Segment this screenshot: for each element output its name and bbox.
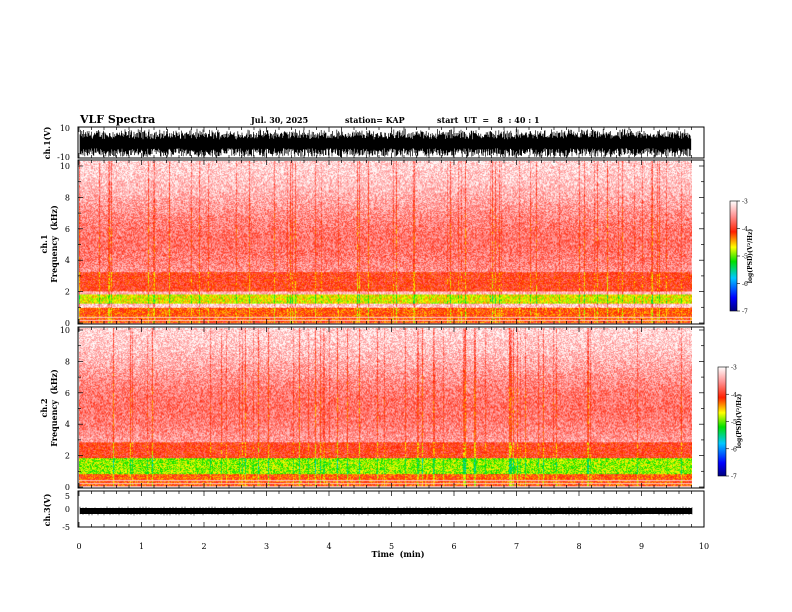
ch1-colorbar-tick-label: -3 [742, 199, 748, 206]
ch3-ytick-bottom: -5 [62, 523, 70, 532]
x-tick-label: 4 [326, 542, 331, 551]
ch2-spectrogram-ytick-label: 6 [65, 389, 70, 398]
ch2-spectrogram-ytick-label: 8 [65, 357, 70, 366]
station-label: station= KAP [345, 115, 405, 125]
ch1-colorbar-tick-label: -7 [742, 309, 748, 316]
ch1-waveform-frame [77, 126, 705, 159]
ch3-ytick-mid: 0 [65, 505, 70, 514]
ch3-waveform-panel: 5 0 -5 ch.3(V) [42, 490, 705, 532]
ch2-colorbar-tick-label: -4 [731, 392, 737, 399]
ch1-spectrogram-frame [77, 159, 705, 325]
ch1-colorbar: -3 -4 -5 -6 -7 log(PSD)(V²/Hz) [729, 199, 754, 316]
ch2-spectrogram-frame [77, 326, 705, 489]
ch2-colorbar-tick-label: -3 [731, 365, 737, 372]
ch2-colorbar-tick-label: -6 [731, 446, 737, 453]
ch1-spectrogram-image [79, 161, 692, 324]
ch1-spectrogram-ytick-labels: 0 2 4 6 8 10 [60, 162, 70, 328]
ch1-waveform-trace [79, 128, 692, 157]
ch1-colorbar-tick-label: -6 [742, 281, 748, 288]
ch2-spectrogram-ticks [78, 327, 705, 488]
x-tick-label: 9 [639, 542, 644, 551]
ch2-spectrogram-ytick-label: 2 [65, 452, 70, 461]
ch2-spectrogram-ytick-label: 4 [65, 420, 70, 429]
x-tick-label: 3 [264, 542, 269, 551]
ch2-colorbar-tick-label: -5 [731, 419, 737, 426]
ch3-waveform-ticks [78, 491, 705, 527]
ch2-colorbar-ticks: -3 -4 -5 -6 -7 [726, 365, 737, 481]
ch2-colorbar-gradient [717, 366, 727, 477]
ch1-waveform-ticks [78, 127, 705, 158]
ch2-spectrogram-panel: 0 2 4 6 8 10 ch.2 Frequency (kHz) [39, 326, 705, 492]
ch1-ytick-top: 10 [60, 124, 70, 133]
ch1-waveform-line [79, 128, 692, 157]
ch3-waveform-frame [77, 490, 705, 528]
ch1-spectrogram-panel: 0 2 4 6 8 10 ch.1 Frequency (kHz) [39, 159, 705, 328]
ch1-spectrogram-ylabel-channel: ch.1 [39, 234, 49, 253]
x-tick-label: 10 [699, 542, 709, 551]
ch1-colorbar-tick-label: -5 [742, 254, 748, 261]
ch2-spectrogram-ylabel-channel: ch.2 [39, 398, 49, 417]
ch2-spectrogram-ylabel-freq: Frequency (kHz) [49, 369, 59, 447]
date-label: Jul. 30, 2025 [250, 115, 308, 125]
ch2-spectrogram-ytick-label: 0 [65, 483, 70, 492]
ch2-spectrogram-ytick-labels: 0 2 4 6 8 10 [60, 326, 70, 492]
ch2-spectrogram-ytick-label: 10 [60, 326, 70, 335]
ch2-spectrogram-image [79, 328, 692, 487]
ch1-colorbar-label: log(PSD)(V²/Hz) [747, 229, 754, 284]
ch1-ylabel: ch.1(V) [42, 126, 52, 159]
x-axis-label: Time (min) [371, 549, 424, 559]
x-tick-label: 5 [389, 542, 394, 551]
ch1-waveform-panel: 10 -10 ch.1(V) [42, 124, 705, 162]
figure-title: VLF Spectra [79, 113, 155, 126]
ch3-waveform-trace [79, 506, 693, 516]
x-axis-tick-labels: 0 1 2 3 4 5 6 7 8 9 10 [76, 542, 709, 551]
ch1-spectrogram-ytick-label: 4 [65, 256, 70, 265]
ch3-ytick-top: 5 [65, 492, 70, 501]
ch1-colorbar-tick-label: -4 [742, 226, 748, 233]
ch1-spectrogram-ytick-label: 8 [65, 193, 70, 202]
ch1-spectrogram-ytick-label: 2 [65, 288, 70, 297]
x-tick-label: 2 [201, 542, 206, 551]
x-tick-label: 1 [139, 542, 144, 551]
x-tick-label: 8 [576, 542, 581, 551]
x-tick-label: 6 [451, 542, 456, 551]
ch1-spectrogram-ylabel-freq: Frequency (kHz) [49, 205, 59, 283]
ch3-ylabel: ch.3(V) [42, 493, 52, 526]
ch1-ytick-bottom: -10 [57, 153, 70, 162]
ch1-colorbar-gradient [729, 200, 738, 312]
x-tick-label: 0 [76, 542, 81, 551]
ch2-colorbar-tick-label: -7 [731, 474, 737, 481]
ch1-spectrogram-ytick-label: 6 [65, 225, 70, 234]
ch1-spectrogram-ytick-label: 0 [65, 319, 70, 328]
ch1-colorbar-ticks: -3 -4 -5 -6 -7 [737, 199, 748, 316]
ch3-waveform-spikes [79, 506, 693, 516]
ch2-colorbar: -3 -4 -5 -6 -7 log(PSD)(V²/Hz) [717, 365, 743, 481]
x-tick-label: 7 [514, 542, 519, 551]
start-time-label: start UT = 8 : 40 : 1 [437, 115, 540, 125]
ch2-colorbar-label: log(PSD)(V²/Hz) [736, 394, 743, 449]
ch1-spectrogram-ticks [78, 160, 705, 324]
ch1-spectrogram-ytick-label: 10 [60, 162, 70, 171]
